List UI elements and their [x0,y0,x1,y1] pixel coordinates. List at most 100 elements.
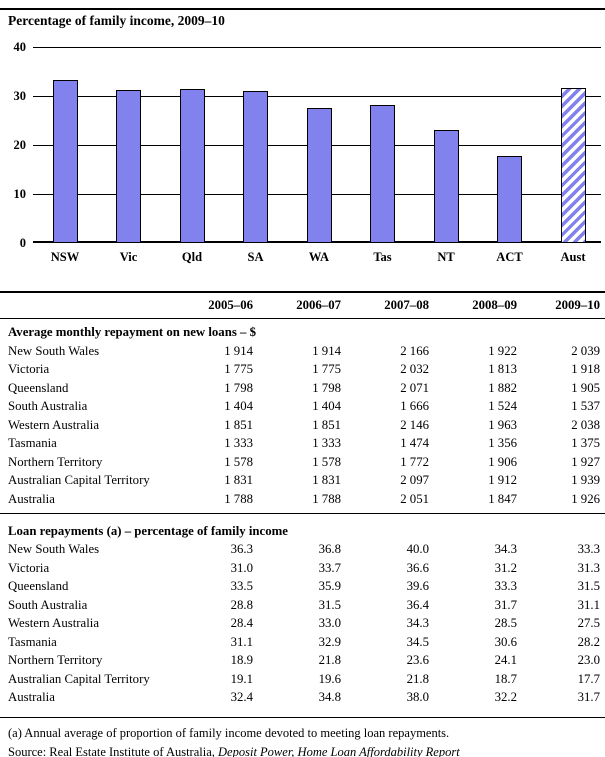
row-label: New South Wales [8,542,100,557]
cell-value: 19.1 [230,671,253,686]
cell-value: 31.3 [577,560,600,575]
cell-value: 36.8 [318,542,341,557]
row-label: Australian Capital Territory [8,671,150,686]
bar-nt [433,130,459,243]
table-bottom-rule [0,707,605,718]
column-header-2006–07: 2006–07 [253,291,341,319]
cell-value: 1 775 [312,362,341,377]
x-category-label-tas: Tas [373,250,392,264]
table-row-new-south-wales: New South Wales 1 914 1 914 2 166 1 922 2 039 [0,342,605,361]
chart-plot-area [33,47,601,243]
cell-value: 21.8 [318,653,341,668]
cell-value: 36.3 [230,542,253,557]
cell-value: 1 474 [400,436,429,451]
cell-value: 1 524 [488,399,517,414]
cell-value: 1 831 [312,473,341,488]
cell-value: 19.6 [318,671,341,686]
cell-value: 31.7 [494,597,517,612]
data-table-wrap: 2005–06 2006–07 2007–08 2008–09 2009–10 Aver… [0,291,605,757]
section-title-row: Loan repayments (a) – percentage of fami… [0,512,605,541]
cell-value: 21.8 [406,671,429,686]
cell-value: 31.1 [230,634,253,649]
cell-value: 31.2 [494,560,517,575]
cell-value: 2 039 [571,343,600,358]
cell-value: 2 032 [400,362,429,377]
table-row-new-south-wales: New South Wales 36.3 36.8 40.0 34.3 33.3 [0,541,605,560]
section-title: Average monthly repayment on new loans –… [8,325,256,339]
cell-value: 1 404 [312,399,341,414]
cell-value: 28.8 [230,597,253,612]
cell-value: 1 939 [571,473,600,488]
column-header-2009–10: 2009–10 [517,291,605,319]
cell-value: 23.6 [406,653,429,668]
x-category-label-act: ACT [496,250,523,264]
cell-value: 24.1 [494,653,517,668]
cell-value: 1 927 [571,454,600,469]
x-category-label-nt: NT [437,250,455,264]
cell-value: 30.6 [494,634,517,649]
row-label: New South Wales [8,343,100,358]
cell-value: 36.4 [406,597,429,612]
bar-sa [243,91,268,243]
cell-value: 1 882 [488,380,517,395]
cell-value: 18.9 [230,653,253,668]
chart-title: Percentage of family income, 2009–10 [8,13,225,28]
cell-value: 35.9 [318,579,341,594]
table-row-australia: Australia 32.4 34.8 38.0 32.2 31.7 [0,689,605,708]
cell-value: 28.2 [577,634,600,649]
cell-value: 1 798 [312,380,341,395]
cell-value: 1 906 [488,454,517,469]
bar-vic [116,90,141,243]
cell-value: 2 071 [400,380,429,395]
row-label: Tasmania [8,436,57,451]
cell-value: 31.7 [577,690,600,705]
gridline-40 [33,47,601,48]
x-category-label-sa: SA [247,250,264,264]
cell-value: 1 851 [224,417,253,432]
cell-value: 1 666 [400,399,429,414]
cell-value: 33.5 [230,579,253,594]
row-label: Tasmania [8,634,57,649]
table-row-queensland: Queensland 1 798 1 798 2 071 1 882 1 905 [0,379,605,398]
cell-value: 1 775 [224,362,253,377]
y-tick-label-20: 20 [13,138,27,152]
section-title: Loan repayments (a) – percentage of fami… [0,512,605,541]
y-tick-label-10: 10 [13,187,27,201]
bar-wa [306,108,332,243]
table-row-western-australia: Western Australia 28.4 33.0 34.3 28.5 27.5 [0,615,605,634]
cell-value: 32.4 [230,690,253,705]
cell-value: 1 356 [488,436,517,451]
cell-value: 1 578 [312,454,341,469]
cell-value: 33.3 [577,542,600,557]
cell-value: 38.0 [406,690,429,705]
cell-value: 1 914 [312,343,341,358]
cell-value: 33.0 [318,616,341,631]
row-label: Australia [8,491,55,506]
cell-value: 1 831 [224,473,253,488]
cell-value: 1 912 [488,473,517,488]
row-label: Northern Territory [8,653,103,668]
cell-value: 1 914 [224,343,253,358]
row-label: Queensland [8,380,69,395]
column-header-2008–09: 2008–09 [429,291,517,319]
cell-value: 2 166 [400,343,429,358]
table-row-victoria: Victoria 31.0 33.7 36.6 31.2 31.3 [0,559,605,578]
y-tick-label-0: 0 [19,236,26,250]
table-row-australian-capital-territory: Australian Capital Territory 1 831 1 831 2 … [0,472,605,491]
x-category-label-wa: WA [308,250,330,264]
table-row-tasmania: Tasmania 1 333 1 333 1 474 1 356 1 375 [0,435,605,454]
table-header-row: 2005–06 2006–07 2007–08 2008–09 2009–10 [0,291,605,319]
cell-value: 1 922 [488,343,517,358]
cell-value: 1 926 [571,491,600,506]
cell-value: 1 918 [571,362,600,377]
cell-value: 28.5 [494,616,517,631]
cell-value: 1 772 [400,454,429,469]
cell-value: 23.0 [577,653,600,668]
cell-value: 1 375 [571,436,600,451]
row-label: Queensland [8,579,69,594]
row-label: South Australia [8,399,88,414]
top-divider [0,8,605,10]
cell-value: 34.8 [318,690,341,705]
source-publication: Deposit Power, Home Loan Affordability R… [218,745,460,757]
